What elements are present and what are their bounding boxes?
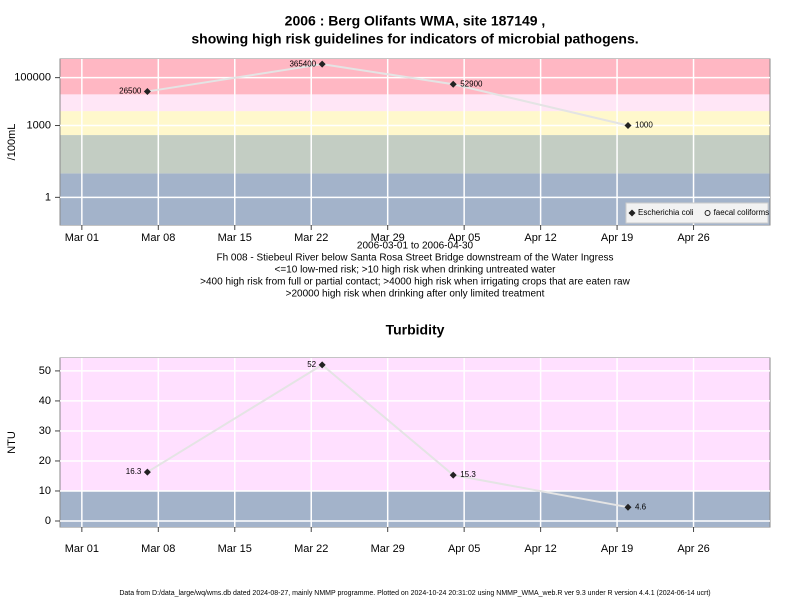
data-label: 15.3	[460, 470, 476, 479]
y-tick-label: 1	[45, 191, 51, 203]
data-label: 52900	[460, 79, 483, 88]
data-label: 1000	[635, 121, 653, 130]
data-label: 52	[307, 360, 316, 369]
x-tick-label: Mar 15	[218, 232, 252, 244]
legend-marker	[704, 210, 711, 216]
x-tick-label: Apr 05	[448, 543, 480, 555]
x-tick-label: Apr 12	[524, 543, 556, 555]
legend-label: faecal coliforms	[714, 208, 770, 217]
y-tick-label: 1000	[27, 119, 51, 131]
data-point	[449, 471, 457, 479]
y-axis-label: NTU	[6, 431, 18, 454]
x-tick-label: Apr 26	[677, 232, 709, 244]
y-tick-label: 0	[45, 515, 51, 527]
x-tick-label: Mar 15	[218, 543, 252, 555]
risk-band	[60, 59, 770, 95]
legend-label: Escherichia coli	[638, 208, 694, 217]
data-label: 16.3	[126, 467, 142, 476]
chart-title: showing high risk guidelines for indicat…	[191, 31, 638, 47]
legend-marker	[628, 209, 636, 217]
x-tick-label: Mar 01	[65, 543, 99, 555]
data-point	[318, 361, 326, 369]
y-tick-label: 10	[39, 485, 51, 497]
data-point	[143, 87, 151, 95]
y-tick-label: 40	[39, 395, 51, 407]
series-line	[147, 63, 629, 127]
y-tick-label: 100000	[14, 72, 51, 84]
x-tick-label: Mar 22	[294, 232, 328, 244]
x-tick-label: Mar 01	[65, 232, 99, 244]
data-point	[318, 60, 326, 68]
risk-band	[60, 135, 770, 174]
data-label: 4.6	[635, 502, 647, 511]
risk-band	[60, 111, 770, 136]
y-tick-label: 30	[39, 425, 51, 437]
caption: >400 high risk from full or partial cont…	[200, 277, 630, 288]
x-tick-label: Apr 26	[677, 543, 709, 555]
x-tick-label: Apr 05	[448, 232, 480, 244]
caption: >20000 high risk when drinking after onl…	[286, 289, 545, 300]
data-label: 26500	[119, 87, 142, 96]
chart-title: Turbidity	[386, 322, 445, 338]
caption: 2006-03-01 to 2006-04-30	[357, 241, 474, 252]
x-tick-label: Mar 08	[141, 232, 175, 244]
chart-title: 2006 : Berg Olifants WMA, site 187149 ,	[285, 13, 546, 29]
x-tick-label: Mar 29	[371, 543, 405, 555]
x-tick-label: Mar 29	[371, 232, 405, 244]
caption: Fh 008 - Stiebeul River below Santa Rosa…	[216, 253, 613, 264]
x-tick-label: Apr 19	[601, 543, 633, 555]
data-point	[449, 80, 457, 88]
risk-band	[60, 358, 770, 491]
x-tick-label: Apr 12	[524, 232, 556, 244]
footer: Data from D:/data_large/wq/wms.db dated …	[119, 590, 710, 597]
y-tick-label: 20	[39, 455, 51, 467]
caption: <=10 low-med risk; >10 high risk when dr…	[275, 265, 557, 276]
y-axis-label: /100mL	[6, 124, 18, 161]
data-point	[624, 122, 632, 130]
data-label: 365400	[289, 59, 316, 68]
data-point	[624, 503, 632, 511]
data-point	[143, 468, 151, 476]
y-tick-label: 50	[39, 365, 51, 377]
x-tick-label: Apr 19	[601, 232, 633, 244]
x-tick-label: Mar 08	[141, 543, 175, 555]
series-line	[146, 363, 629, 509]
risk-band	[60, 94, 770, 112]
x-tick-label: Mar 22	[294, 543, 328, 555]
legend-box	[625, 202, 769, 224]
